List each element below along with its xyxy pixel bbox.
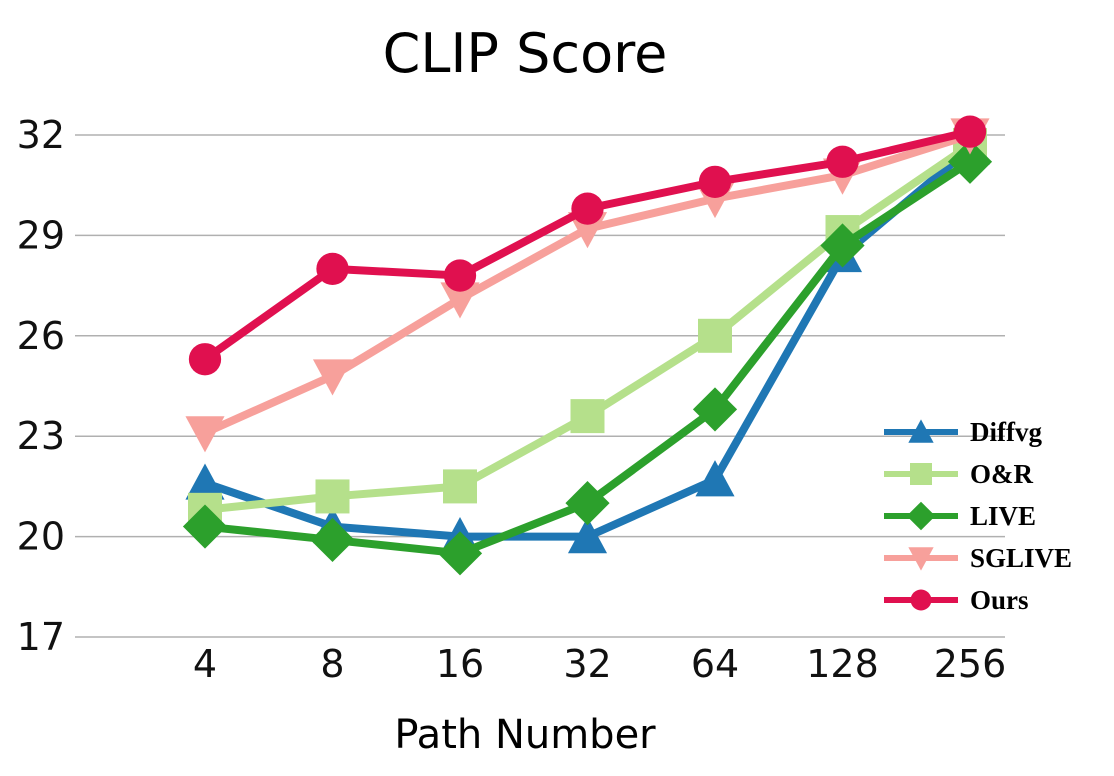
data-point-diffvg [567,517,608,554]
y-tick-label: 17 [17,615,65,659]
data-point-ours [316,252,349,286]
x-tick-label: 128 [806,642,879,686]
legend-label: Ours [970,585,1029,615]
data-point-ours [698,165,732,199]
x-tick-label: 8 [320,642,344,686]
legend-label: O&R [970,459,1033,489]
legend-marker-ours [910,589,932,611]
y-tick-label: 23 [17,414,65,458]
y-tick-label: 29 [17,213,65,257]
x-tick-label: 256 [934,642,1007,686]
y-tick-label: 26 [17,314,65,358]
data-point-live [437,531,483,576]
x-tick-label: 4 [193,642,217,686]
legend-item-o-r: O&R [884,459,1033,489]
series-group [182,115,993,576]
data-point-sglive [312,359,353,396]
data-point-live [310,517,355,563]
series-o-r [188,128,987,527]
y-axis-ticks: 17 20 23 26 29 32 [17,113,65,659]
data-point-ours [443,259,477,292]
legend-marker-sglive [908,547,934,571]
data-point-sglive [185,416,225,453]
x-tick-label: 32 [563,642,611,686]
chart-title: CLIP Score [383,22,668,85]
legend-item-live: LIVE [884,501,1036,531]
data-point-o-r [315,479,350,514]
data-point-live [947,139,993,184]
data-point-o-r [443,469,477,504]
series-line-sglive [201,131,974,437]
data-point-live [565,481,610,526]
legend-marker-live [906,501,936,531]
series-ours [188,115,987,376]
data-point-live [182,504,228,549]
x-axis-ticks: 4 8 16 32 64 128 256 [193,642,1006,686]
data-point-ours [188,343,222,376]
legend-item-ours: Ours [884,585,1029,615]
legend-label: SGLIVE [970,543,1072,573]
x-tick-label: 64 [691,642,739,686]
y-tick-label: 20 [17,515,65,559]
grid [75,134,1005,638]
data-point-live [692,387,738,432]
legend-marker-o-r [910,463,932,485]
data-point-ours [953,115,987,148]
legend-label: LIVE [970,501,1036,531]
data-point-sglive [440,282,480,319]
legend: Diffvg O&R LIVE SGLIVE Ours [884,417,1072,615]
data-point-ours [571,192,604,225]
legend-item-diffvg: Diffvg [884,417,1042,447]
data-point-ours [826,145,859,178]
data-point-diffvg [695,460,735,497]
legend-item-sglive: SGLIVE [884,543,1072,573]
legend-marker-diffvg [908,419,934,443]
data-point-o-r [570,399,605,434]
y-tick-label: 32 [17,113,65,157]
data-point-live [820,223,865,268]
series-live [182,139,993,576]
data-point-diffvg [185,463,225,500]
data-point-o-r [698,318,732,353]
x-axis-label: Path Number [394,712,656,758]
x-tick-label: 16 [436,642,484,686]
legend-label: Diffvg [970,417,1042,447]
